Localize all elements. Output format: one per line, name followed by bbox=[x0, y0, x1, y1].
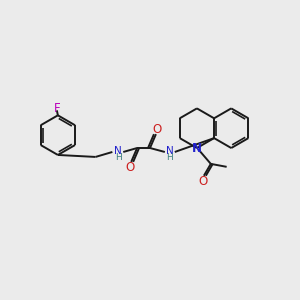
Text: H: H bbox=[115, 153, 122, 162]
Text: N: N bbox=[166, 146, 174, 156]
Text: N: N bbox=[192, 142, 202, 154]
Text: N: N bbox=[114, 146, 122, 156]
Text: H: H bbox=[167, 153, 173, 162]
Text: F: F bbox=[54, 102, 60, 115]
Text: O: O bbox=[126, 161, 135, 174]
Text: O: O bbox=[198, 175, 208, 188]
Text: O: O bbox=[152, 123, 162, 136]
